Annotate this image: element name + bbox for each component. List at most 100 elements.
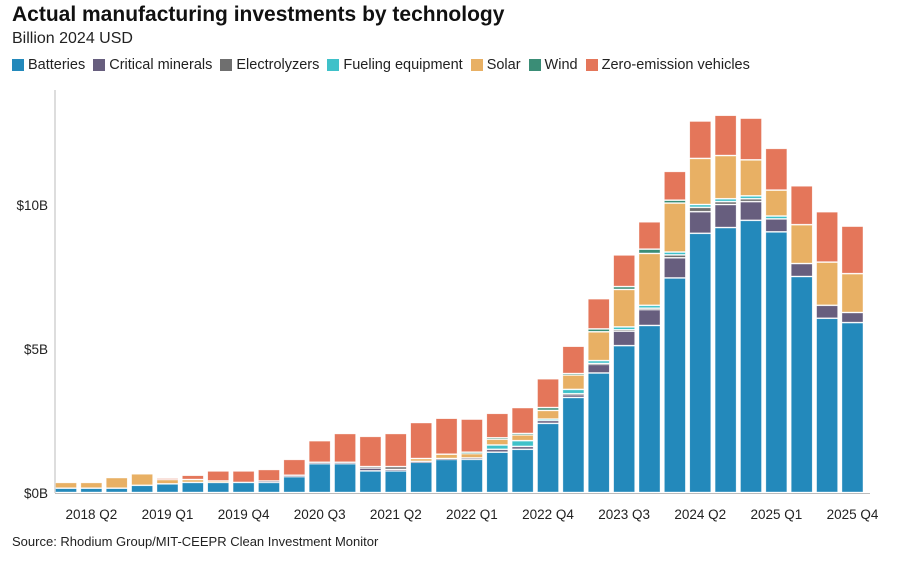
bar-segment — [410, 458, 432, 462]
bar-segment — [80, 488, 103, 493]
bar-segment — [131, 473, 153, 486]
bar-segment — [587, 298, 610, 329]
bar-segment — [105, 488, 128, 493]
bar-segment — [435, 459, 458, 493]
bar-segment — [435, 454, 458, 459]
bar-segment — [461, 459, 483, 493]
bar-segment — [55, 482, 77, 488]
x-tick-label: 2018 Q2 — [65, 507, 117, 522]
legend-item: Fueling equipment — [327, 57, 463, 73]
bar-segment — [486, 439, 509, 445]
bar-segment — [207, 482, 230, 493]
x-tick-label: 2021 Q2 — [370, 507, 422, 522]
bar-segment — [359, 468, 382, 471]
legend-item: Solar — [470, 57, 521, 73]
bar-segment — [714, 155, 737, 199]
bar-segment — [790, 224, 813, 264]
bar-segment — [613, 255, 635, 287]
bar-segment — [689, 121, 712, 159]
bar-segment — [334, 463, 356, 493]
bar-segment — [638, 308, 661, 310]
bar-segment — [55, 488, 77, 493]
legend: Batteries Critical minerals Electrolyzers F… — [12, 57, 750, 73]
legend-swatch — [93, 59, 106, 71]
bar-segment — [156, 484, 179, 493]
bar-segment — [80, 482, 103, 488]
bar-segment — [537, 410, 559, 419]
bar-segment — [511, 435, 534, 441]
bar-segment — [486, 437, 509, 440]
bar-segment — [562, 393, 585, 396]
bar-segment — [537, 378, 559, 408]
bar-segment — [664, 252, 686, 255]
bar-segment — [308, 440, 331, 463]
bar-segment — [334, 433, 356, 463]
legend-swatch — [12, 59, 24, 71]
legend-label: Fueling equipment — [343, 57, 463, 73]
legend-swatch — [220, 59, 233, 71]
bar-segment — [740, 220, 762, 493]
bar-segment — [435, 418, 458, 454]
bar-segment — [664, 257, 686, 278]
legend-label: Batteries — [28, 57, 86, 73]
bar-segment — [765, 232, 788, 493]
bar-segment — [638, 221, 661, 249]
bar-segment — [258, 481, 280, 483]
bar-segment — [537, 407, 559, 411]
bar-segment — [105, 477, 128, 488]
legend-swatch — [528, 59, 541, 71]
bar-segment — [511, 407, 534, 434]
bar-segment — [562, 389, 585, 394]
bar-segment — [156, 479, 179, 484]
bar-segment — [511, 433, 534, 436]
bar-segment — [740, 196, 762, 199]
bar-segment — [232, 471, 255, 483]
bar-segment — [790, 185, 813, 225]
bar-segment — [740, 201, 762, 221]
y-tick-label: $5B — [24, 342, 48, 357]
bar-segment — [207, 471, 230, 481]
bar-segment — [740, 198, 762, 202]
x-tick-label: 2019 Q4 — [218, 507, 270, 522]
x-tick-label: 2019 Q1 — [142, 507, 194, 522]
bar-segment — [537, 423, 559, 493]
bar-segment — [461, 452, 483, 454]
bar-segment — [714, 204, 737, 228]
bar-segment — [461, 419, 483, 452]
bar-segment — [461, 453, 483, 458]
y-tick-label: $0B — [24, 486, 48, 501]
bar-segment — [841, 273, 864, 313]
bar-segment — [511, 449, 534, 493]
x-tick-label: 2022 Q1 — [446, 507, 498, 522]
bar-segment — [385, 466, 407, 470]
chart-title: Actual manufacturing investments by tech… — [12, 3, 505, 26]
bar-segment — [283, 476, 306, 493]
bar-segment — [385, 433, 407, 467]
bar-segment — [511, 446, 534, 450]
bar-segment — [258, 469, 280, 481]
bar-segment — [486, 445, 509, 450]
legend-swatch — [327, 59, 340, 71]
bar-segment — [841, 312, 864, 323]
bar-segment — [790, 276, 813, 493]
bar-segment — [714, 227, 737, 493]
bar-segment — [486, 452, 509, 493]
bar-segment — [182, 482, 204, 493]
bar-segment — [638, 309, 661, 326]
legend-item: Zero-emission vehicles — [585, 57, 750, 73]
bar-segment — [613, 286, 635, 290]
bar-segment — [334, 462, 356, 464]
bar-segment — [613, 289, 635, 327]
bar-segment — [790, 263, 813, 277]
bar-segment — [461, 458, 483, 460]
bar-segment — [587, 373, 610, 493]
bar-segment — [689, 207, 712, 212]
bar-segment — [562, 373, 585, 376]
bar-segment — [308, 462, 331, 464]
bar-segment — [283, 459, 306, 476]
source-note: Source: Rhodium Group/MIT-CEEPR Clean In… — [12, 534, 379, 549]
x-tick-label: 2025 Q4 — [827, 507, 879, 522]
bar-segment — [740, 160, 762, 196]
bar-segment — [562, 346, 585, 374]
